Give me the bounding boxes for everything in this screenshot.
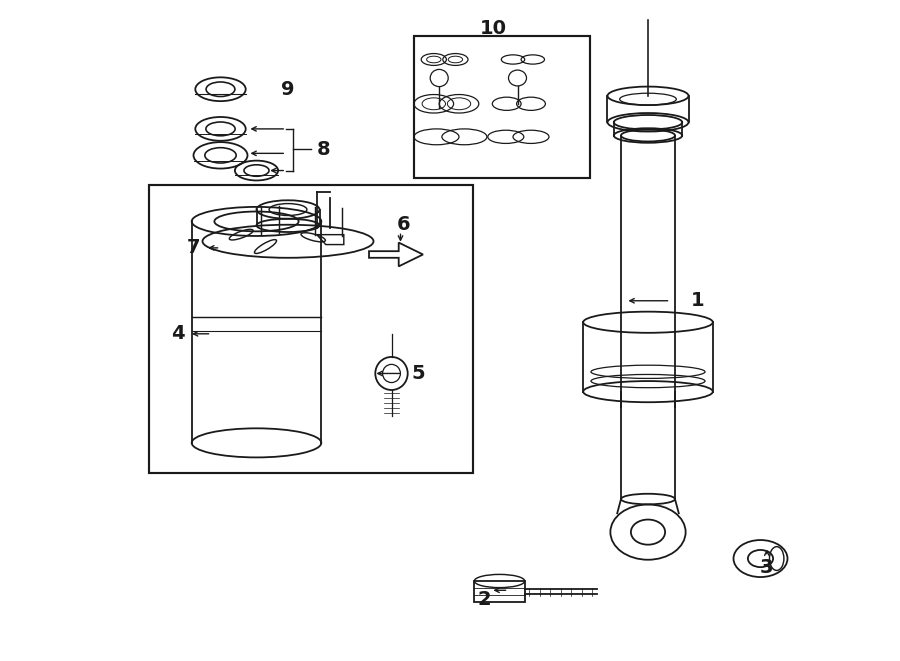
- Text: 6: 6: [396, 215, 410, 234]
- Text: 9: 9: [281, 80, 295, 98]
- Text: 5: 5: [411, 364, 426, 383]
- Text: 4: 4: [171, 325, 185, 343]
- Text: 3: 3: [760, 558, 773, 576]
- Bar: [414, 36, 590, 178]
- Text: 2: 2: [477, 590, 491, 609]
- Text: 7: 7: [187, 239, 200, 257]
- Text: 10: 10: [480, 19, 507, 38]
- Bar: [148, 185, 472, 473]
- Bar: [474, 581, 525, 602]
- Text: 8: 8: [317, 140, 331, 159]
- Text: 1: 1: [690, 292, 705, 310]
